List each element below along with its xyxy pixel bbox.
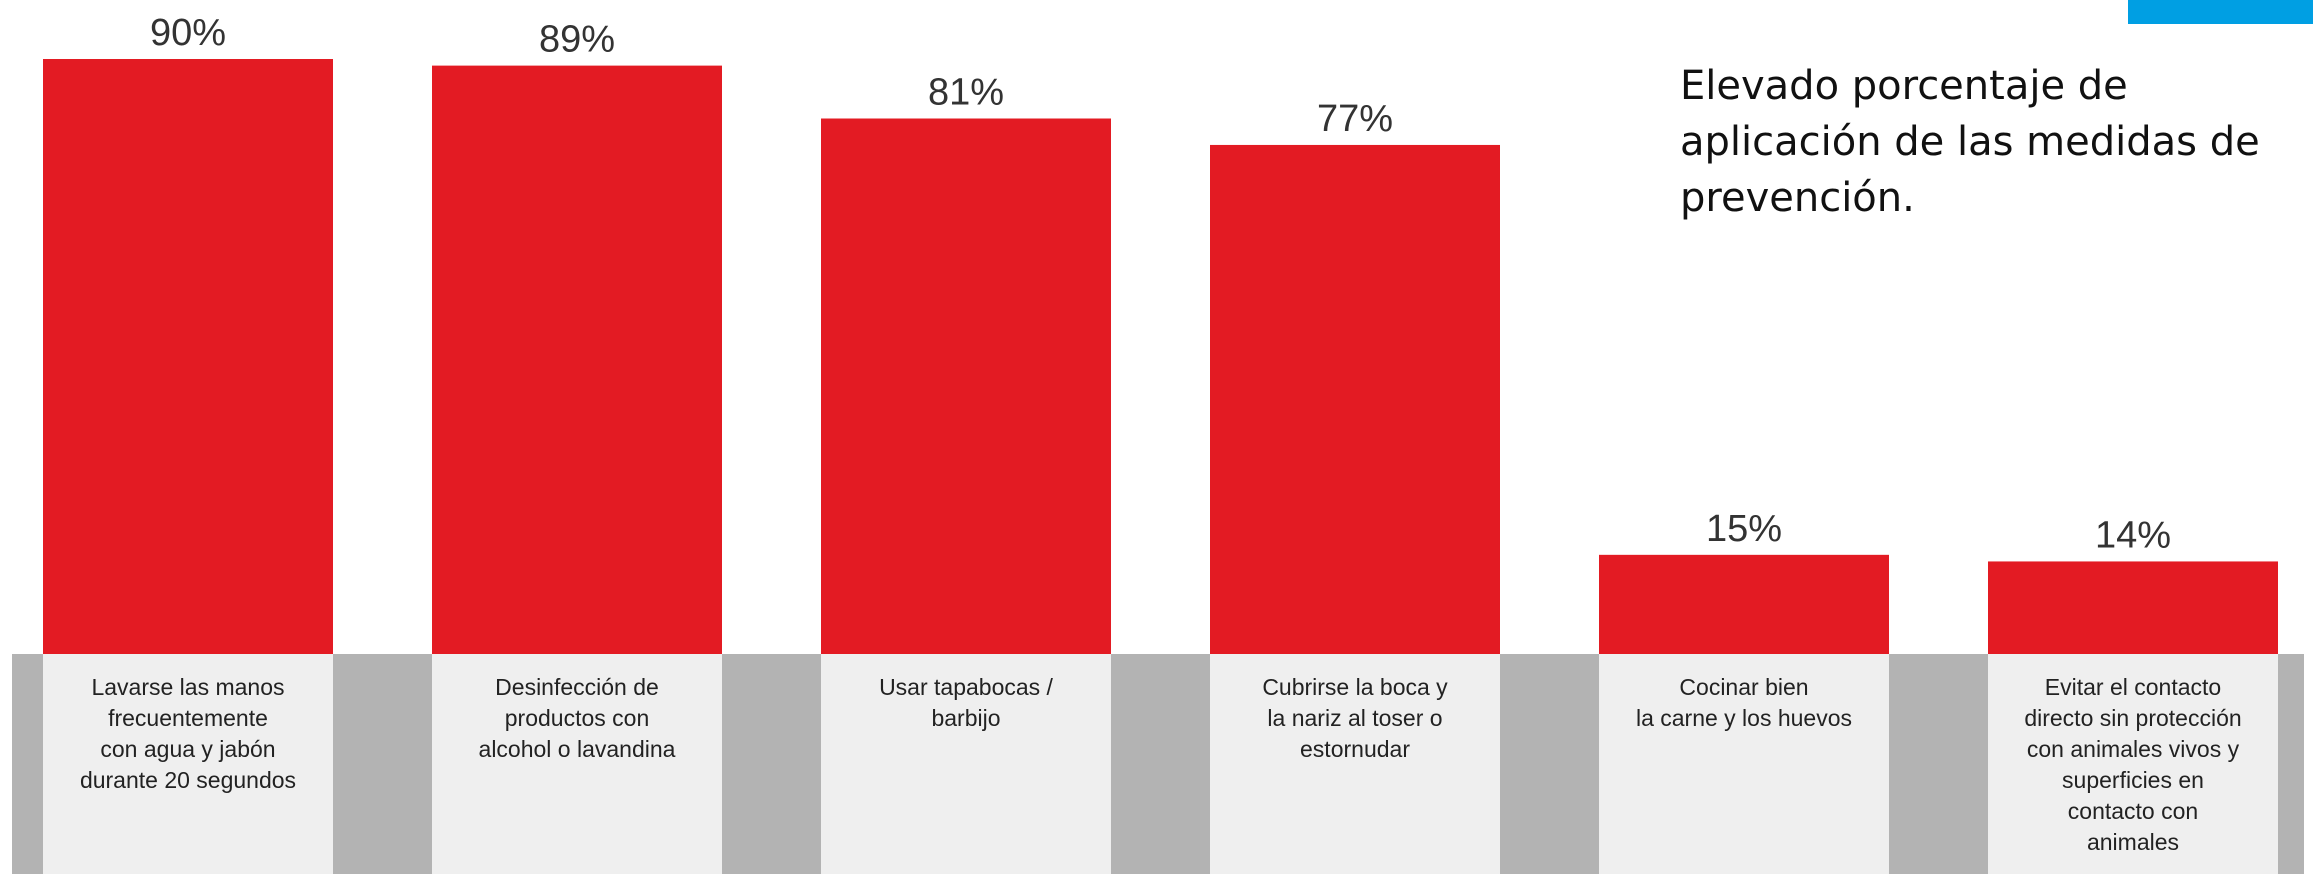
category-label: Cubrirse la boca y la nariz al toser o est…: [1262, 674, 1448, 762]
bar: [1988, 561, 2278, 654]
value-label: 90%: [150, 12, 226, 54]
category-panel: [1988, 654, 2278, 874]
bar: [432, 65, 722, 655]
value-label: 77%: [1317, 98, 1393, 140]
value-label: 14%: [2095, 514, 2171, 556]
bar: [1599, 554, 1889, 654]
value-label: 15%: [1706, 508, 1782, 550]
category-label: Usar tapabocas / barbijo: [879, 674, 1053, 731]
category-panel: [432, 654, 722, 874]
bar: [1210, 144, 1500, 654]
category-panel: [1599, 654, 1889, 874]
category-panel: [1210, 654, 1500, 874]
category-label: Evitar el contacto directo sin protección…: [2024, 674, 2241, 855]
bar: [43, 59, 333, 654]
category-label: Cocinar bien la carne y los huevos: [1636, 674, 1852, 731]
category-label: Desinfección de productos con alcohol o la…: [479, 674, 676, 762]
value-label: 81%: [928, 72, 1004, 114]
chart-annotation: Elevado porcentaje de aplicación de las …: [1680, 63, 2260, 221]
label-strip: [12, 654, 2304, 874]
accent-tab: [2128, 0, 2313, 24]
category-panel: [821, 654, 1111, 874]
category-panel: [43, 654, 333, 874]
bar: [821, 118, 1111, 654]
category-label: Lavarse las manos frecuentemente con agua …: [80, 674, 296, 793]
value-label: 89%: [539, 19, 615, 61]
